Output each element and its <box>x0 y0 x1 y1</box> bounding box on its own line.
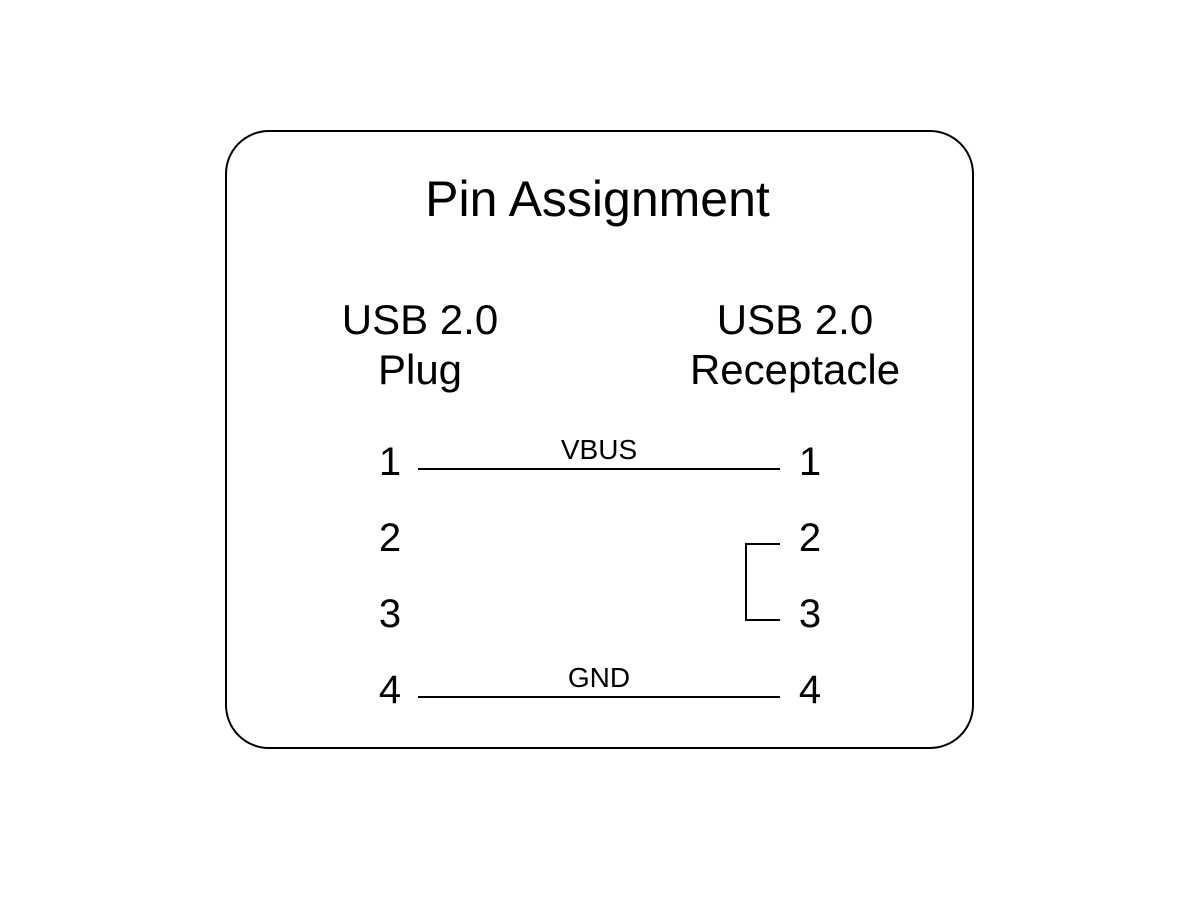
bridge-top-stub <box>745 543 780 545</box>
pin-left-4: 4 <box>370 668 410 713</box>
header-left-line1: USB 2.0 <box>290 295 550 345</box>
header-left: USB 2.0 Plug <box>290 295 550 396</box>
pin-right-4: 4 <box>790 668 830 713</box>
wire-label-gnd: GND <box>418 662 780 694</box>
pin-right-3: 3 <box>790 592 830 637</box>
wire-gnd <box>418 696 780 698</box>
header-right-line1: USB 2.0 <box>665 295 925 345</box>
pin-left-1: 1 <box>370 440 410 485</box>
pin-left-3: 3 <box>370 592 410 637</box>
bridge-vertical <box>745 543 747 621</box>
diagram-title: Pin Assignment <box>225 170 970 228</box>
pin-right-2: 2 <box>790 516 830 561</box>
wire-vbus <box>418 468 780 470</box>
header-right-line2: Receptacle <box>665 345 925 395</box>
header-left-line2: Plug <box>290 345 550 395</box>
pin-right-1: 1 <box>790 440 830 485</box>
bridge-bot-stub <box>745 619 780 621</box>
header-right: USB 2.0 Receptacle <box>665 295 925 396</box>
pin-left-2: 2 <box>370 516 410 561</box>
wire-label-vbus: VBUS <box>418 434 780 466</box>
